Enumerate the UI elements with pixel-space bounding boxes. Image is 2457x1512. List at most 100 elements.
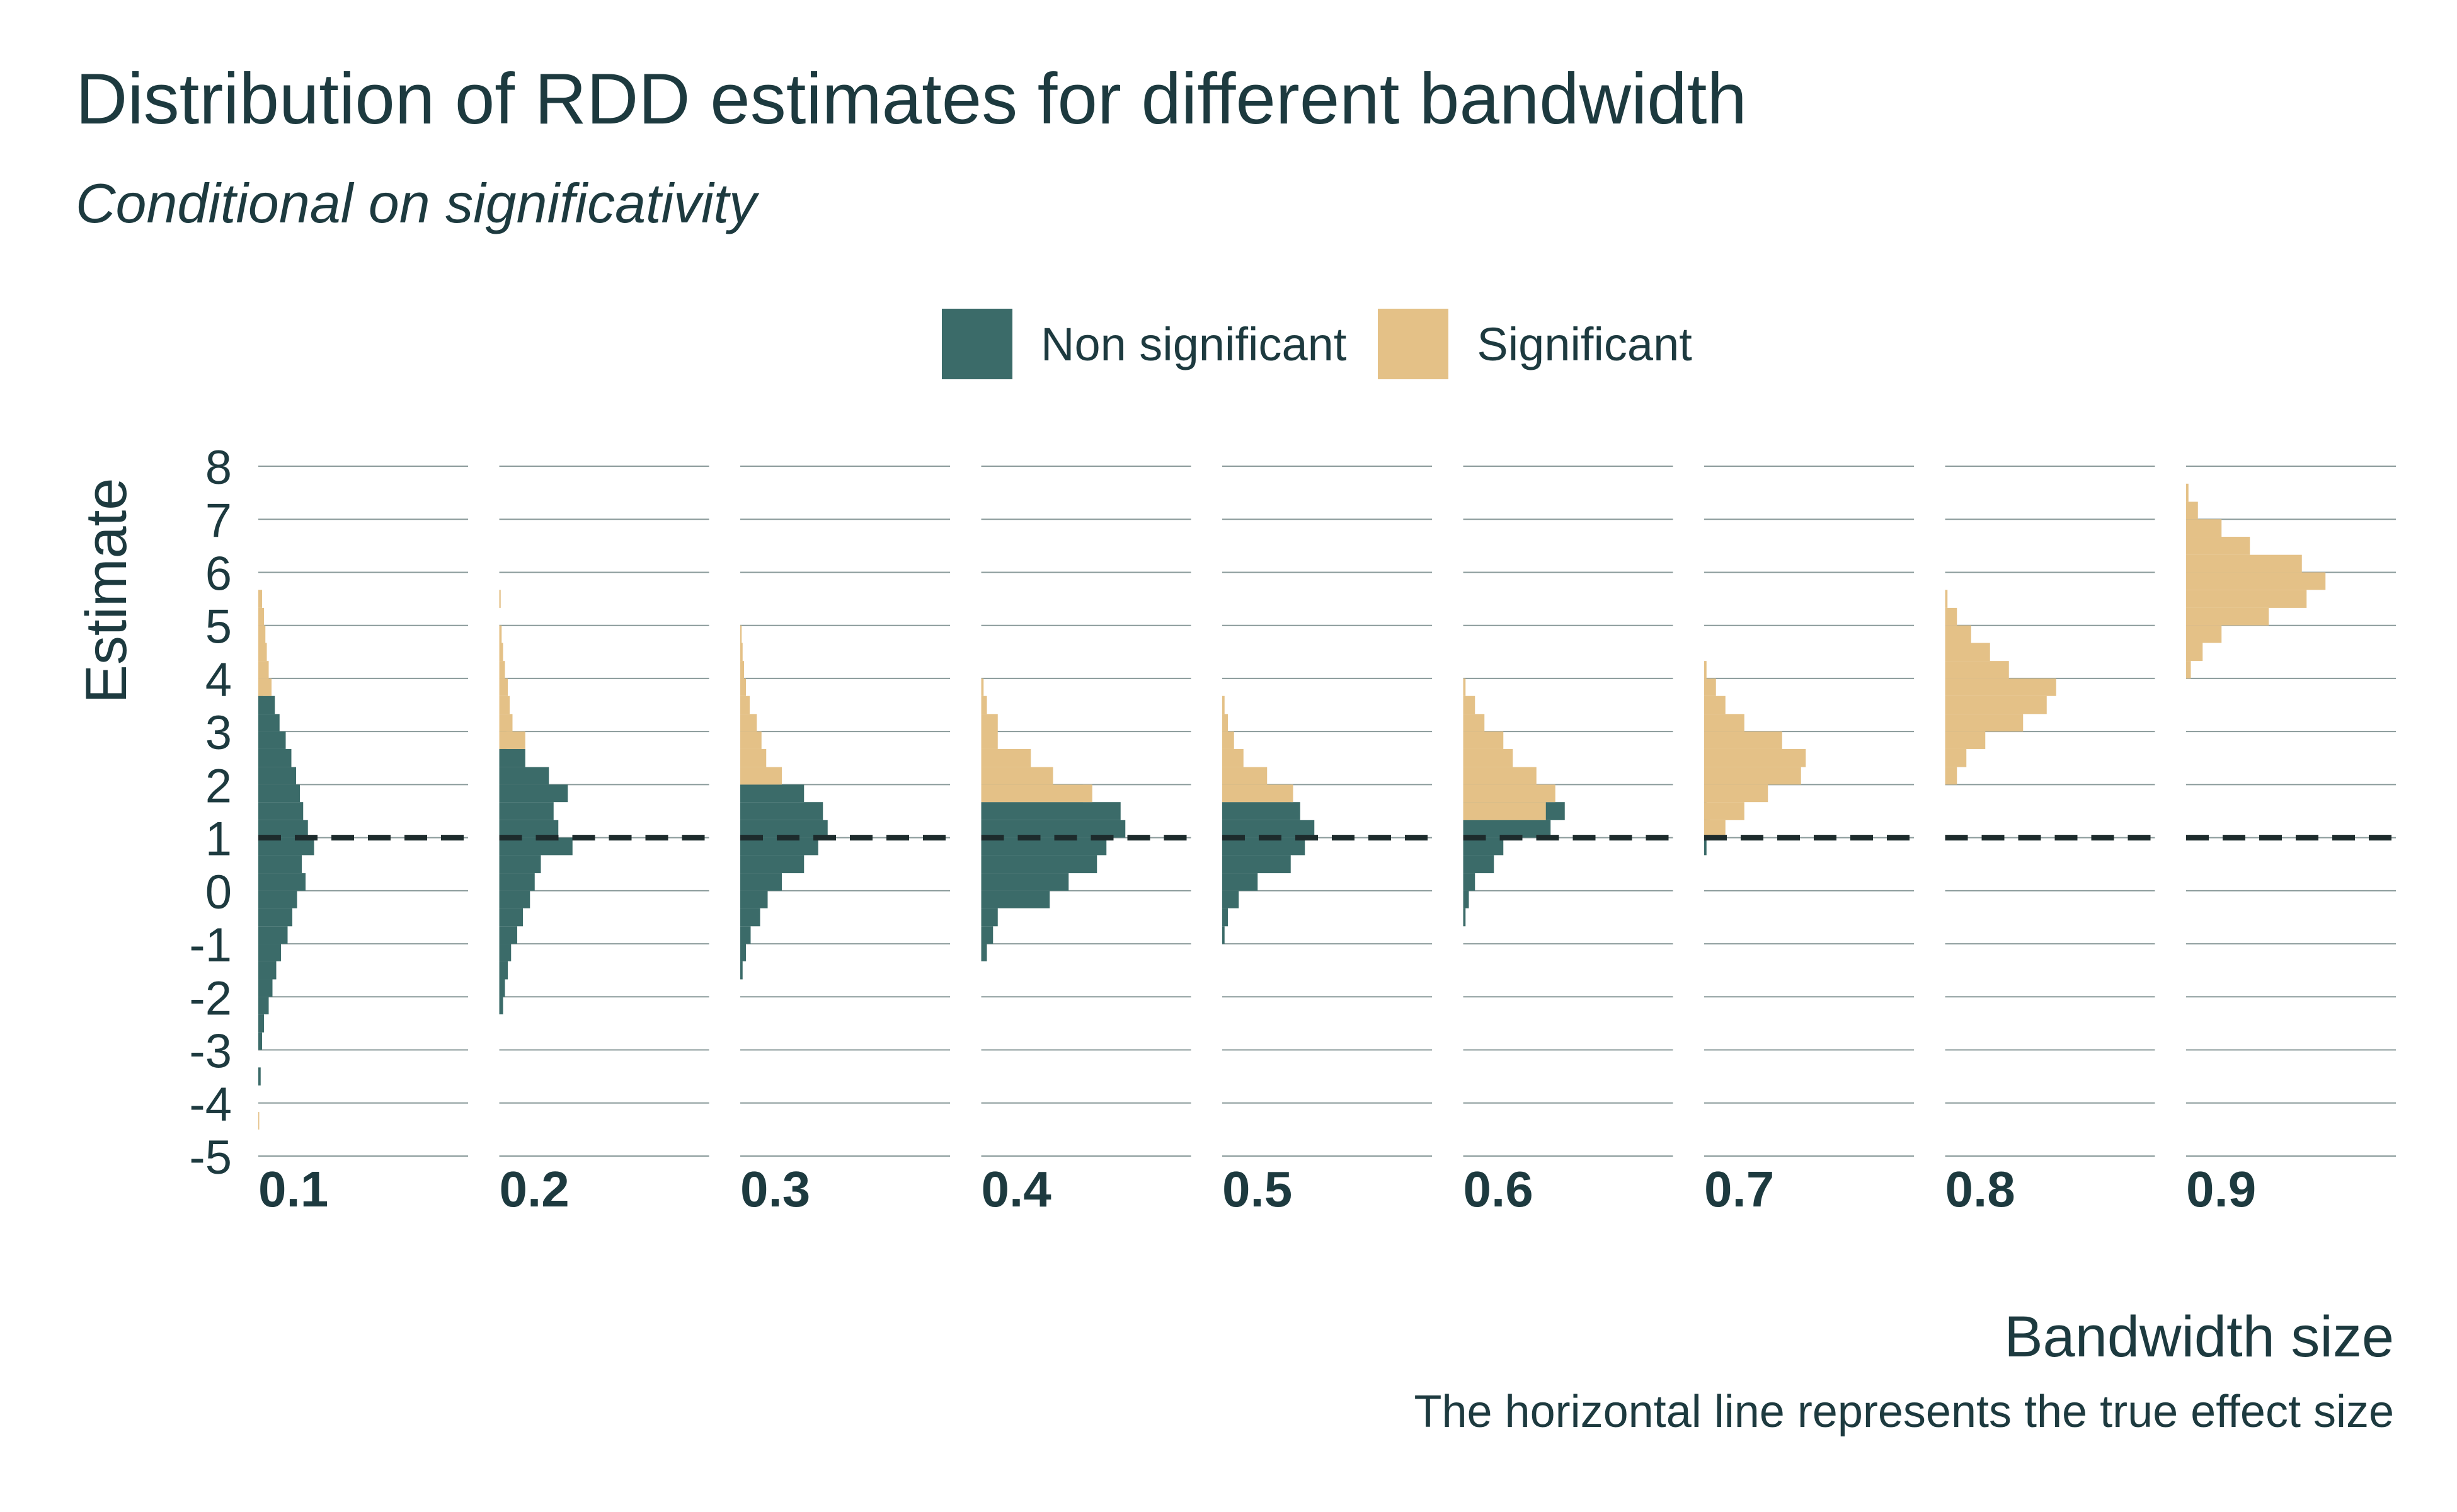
bar-significant (740, 661, 744, 679)
bar-significant (740, 714, 757, 732)
bar-significant (1463, 767, 1537, 785)
bar-significant (1704, 731, 1782, 749)
bar-significant (499, 696, 510, 714)
bar-significant (1704, 661, 1707, 679)
bar-significant (740, 748, 767, 767)
y-tick-label: 5 (205, 600, 232, 654)
bar-non-significant (1222, 873, 1258, 891)
legend-label-significant: Significant (1477, 318, 1692, 370)
bar-non-significant (740, 820, 828, 838)
panel-labels: 0.1 0.2 0.3 0.4 0.5 0.6 0.7 0.8 0.9 (258, 1161, 2256, 1217)
bar-non-significant (499, 961, 508, 980)
bar-non-significant (981, 944, 987, 961)
bar-significant (499, 714, 513, 732)
bar-non-significant (258, 802, 304, 820)
bar-non-significant (499, 837, 573, 856)
bar-non-significant (258, 784, 300, 803)
bar-non-significant (499, 873, 535, 891)
bar-significant (1463, 731, 1504, 749)
bar-significant (1945, 661, 2009, 679)
bar-significant (1945, 607, 1957, 626)
bar-non-significant (1222, 926, 1225, 944)
bar-significant (981, 714, 998, 749)
y-tick-label: 3 (205, 706, 232, 760)
bar-significant (1222, 696, 1225, 714)
y-tick-label: -1 (189, 919, 232, 972)
bar-significant (740, 678, 746, 696)
bar-non-significant (1463, 820, 1551, 838)
bar-significant (740, 767, 782, 785)
bar-non-significant (258, 908, 292, 927)
bar-significant (258, 661, 269, 679)
bar-significant (740, 643, 743, 662)
bar-significant (1945, 767, 1957, 785)
bar-significant (1945, 643, 1990, 662)
bar-non-significant (1222, 837, 1305, 856)
bar-significant (2186, 537, 2250, 555)
bar-significant (1945, 714, 2024, 732)
panel-label: 0.2 (500, 1161, 570, 1217)
bar-non-significant (981, 820, 1126, 838)
bar-significant (1222, 714, 1228, 732)
bar-non-significant (258, 890, 297, 908)
bar-non-significant (499, 820, 559, 838)
panel-label: 0.8 (1945, 1161, 2015, 1217)
bar-significant (2186, 572, 2326, 590)
bar-significant (1945, 625, 1971, 643)
panel-label: 0.3 (740, 1161, 810, 1217)
bar-significant (981, 696, 987, 714)
bar-non-significant (740, 908, 760, 927)
bar-non-significant (258, 979, 273, 997)
y-tick-label: 8 (205, 441, 232, 495)
bar-non-significant (740, 855, 805, 874)
bar-non-significant (258, 997, 269, 1015)
bar-non-significant (981, 926, 994, 944)
bar-non-significant (258, 926, 288, 944)
chart-title: Distribution of RDD estimates for differ… (76, 59, 1747, 139)
bar-significant (1463, 802, 1546, 820)
bar-non-significant (499, 767, 549, 785)
bar-non-significant (1463, 890, 1469, 908)
y-axis-title: Estimate (74, 478, 139, 704)
bar-non-significant (740, 837, 818, 856)
bar-non-significant (1704, 837, 1707, 856)
bar-non-significant (981, 855, 1097, 874)
bar-non-significant (258, 855, 302, 874)
y-tick-label: -5 (189, 1131, 232, 1184)
bar-non-significant (740, 784, 805, 803)
chart-subtitle: Conditional on significativity (76, 172, 757, 234)
y-tick-label: 2 (205, 759, 232, 813)
bar-non-significant (981, 802, 1121, 820)
bar-non-significant (258, 731, 286, 749)
bar-significant (1222, 767, 1268, 785)
bar-non-significant (1222, 890, 1239, 908)
bar-non-significant (740, 890, 768, 908)
bar-significant (1463, 678, 1466, 696)
bar-non-significant (258, 1067, 261, 1085)
bar-significant (1945, 696, 2047, 714)
bar-significant (2186, 483, 2189, 502)
bar-significant (1704, 696, 1726, 714)
bar-significant (499, 678, 508, 696)
bar-non-significant (499, 979, 505, 997)
bar-significant (1704, 820, 1726, 838)
bar-significant (1222, 748, 1244, 767)
bar-non-significant (499, 908, 523, 927)
bar-significant (740, 696, 750, 714)
bar-non-significant (258, 767, 296, 785)
bar-non-significant (499, 784, 568, 803)
bar-significant (1704, 802, 1744, 820)
bar-significant (2186, 519, 2222, 537)
bar-significant (1704, 748, 1806, 767)
histogram-bars (258, 483, 2326, 1130)
y-tick-label: 0 (205, 866, 232, 919)
bar-non-significant (740, 926, 751, 944)
bar-significant (1463, 784, 1555, 803)
bar-significant (2186, 554, 2302, 573)
bar-significant (499, 643, 503, 662)
bar-significant (1222, 784, 1293, 803)
bar-significant (981, 767, 1053, 785)
bar-significant (258, 590, 262, 608)
